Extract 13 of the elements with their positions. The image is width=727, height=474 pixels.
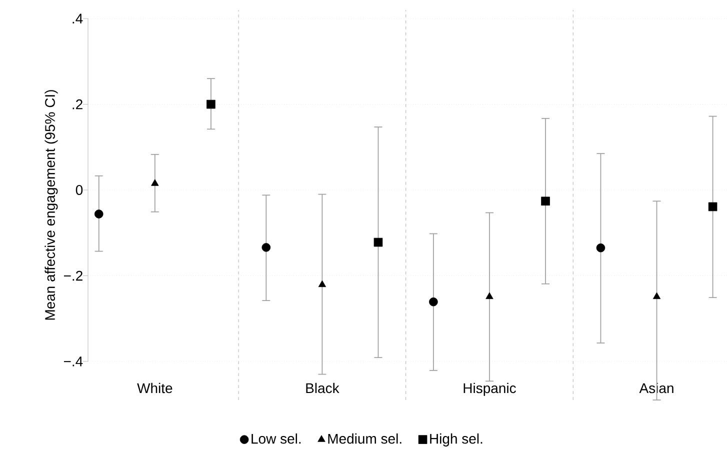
y-tick-label: −.2 [64, 270, 82, 281]
x-tick-label: White [137, 382, 172, 394]
x-tick-label: Asian [639, 382, 674, 394]
legend-label: High sel. [430, 433, 482, 446]
y-axis-title: Mean affective engagement (95% CI) [44, 90, 58, 320]
x-tick-label: Hispanic [464, 382, 516, 396]
legend-label: Low sel. [252, 433, 301, 444]
y-tick-label: −.4 [64, 356, 83, 366]
y-tick-label: 0 [76, 185, 83, 195]
legend-label: Medium sel. [328, 433, 402, 444]
x-tick-label: Black [306, 382, 340, 394]
y-tick-label: .2 [72, 99, 82, 110]
y-tick-label: .4 [72, 14, 83, 24]
